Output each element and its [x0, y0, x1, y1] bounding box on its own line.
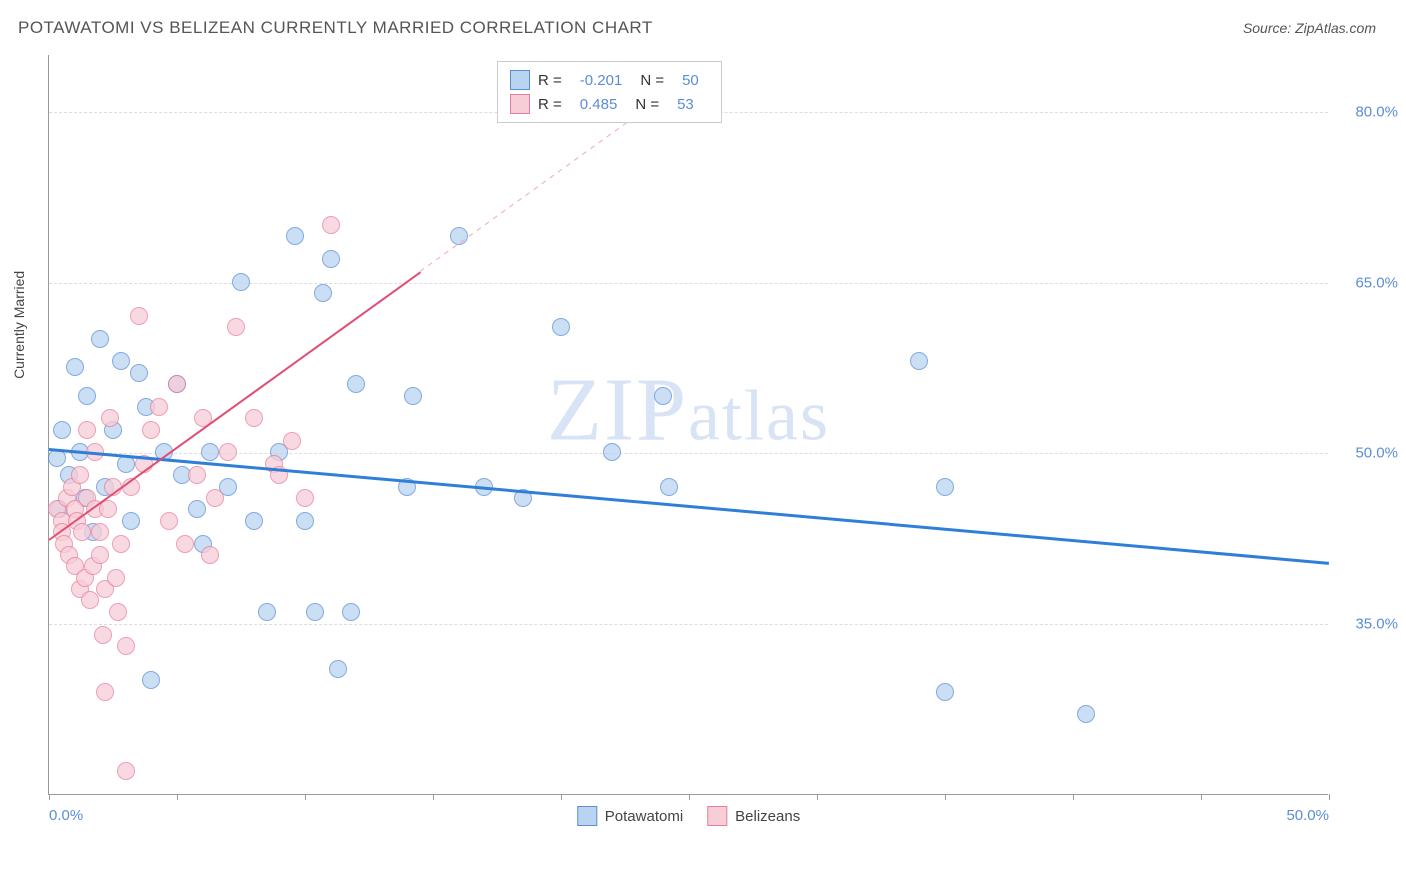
data-point: [142, 671, 160, 689]
data-point: [107, 569, 125, 587]
x-tick: [433, 794, 434, 800]
y-tick-label: 50.0%: [1355, 445, 1398, 462]
data-point: [322, 250, 340, 268]
data-point: [109, 603, 127, 621]
data-point: [603, 443, 621, 461]
data-point: [66, 358, 84, 376]
data-point: [201, 546, 219, 564]
data-point: [112, 352, 130, 370]
data-point: [201, 443, 219, 461]
data-point: [71, 466, 89, 484]
legend-label: Belizeans: [735, 808, 800, 825]
data-point: [654, 387, 672, 405]
legend-row: R =0.485N =53: [510, 92, 709, 116]
x-tick: [49, 794, 50, 800]
chart-title: POTAWATOMI VS BELIZEAN CURRENTLY MARRIED…: [18, 18, 653, 38]
data-point: [96, 683, 114, 701]
x-tick: [305, 794, 306, 800]
data-point: [130, 364, 148, 382]
x-tick-label: 0.0%: [49, 807, 83, 824]
data-point: [329, 660, 347, 678]
data-point: [122, 512, 140, 530]
data-point: [176, 535, 194, 553]
y-tick-label: 80.0%: [1355, 103, 1398, 120]
legend-row: R =-0.201N =50: [510, 68, 709, 92]
data-point: [322, 216, 340, 234]
data-point: [112, 535, 130, 553]
data-point: [160, 512, 178, 530]
legend-swatch: [707, 806, 727, 826]
chart-container: ZIPatlas Currently Married 35.0%50.0%65.…: [48, 55, 1328, 795]
data-point: [936, 478, 954, 496]
source-label: Source: ZipAtlas.com: [1243, 20, 1376, 36]
x-tick: [561, 794, 562, 800]
data-point: [342, 603, 360, 621]
trend-line: [49, 448, 1329, 564]
data-point: [245, 409, 263, 427]
data-point: [78, 387, 96, 405]
data-point: [117, 762, 135, 780]
legend-label: Potawatomi: [605, 808, 683, 825]
x-tick: [1329, 794, 1330, 800]
data-point: [53, 421, 71, 439]
data-point: [296, 512, 314, 530]
data-point: [73, 523, 91, 541]
y-tick-label: 65.0%: [1355, 274, 1398, 291]
x-tick: [817, 794, 818, 800]
gridline: [49, 624, 1328, 625]
data-point: [101, 409, 119, 427]
y-tick-label: 35.0%: [1355, 616, 1398, 633]
data-point: [404, 387, 422, 405]
data-point: [91, 330, 109, 348]
data-point: [232, 273, 250, 291]
data-point: [936, 683, 954, 701]
correlation-legend: R =-0.201N =50R =0.485N =53: [497, 61, 722, 123]
legend-swatch: [577, 806, 597, 826]
watermark: ZIPatlas: [547, 358, 830, 461]
gridline: [49, 453, 1328, 454]
legend-item: Potawatomi: [577, 806, 683, 826]
data-point: [91, 523, 109, 541]
data-point: [660, 478, 678, 496]
data-point: [48, 449, 66, 467]
data-point: [286, 227, 304, 245]
data-point: [552, 318, 570, 336]
data-point: [117, 637, 135, 655]
x-tick: [1073, 794, 1074, 800]
data-point: [219, 443, 237, 461]
data-point: [245, 512, 263, 530]
plot-area: ZIPatlas Currently Married 35.0%50.0%65.…: [48, 55, 1328, 795]
x-tick: [689, 794, 690, 800]
trend-line: [48, 271, 420, 540]
data-point: [94, 626, 112, 644]
x-tick: [1201, 794, 1202, 800]
data-point: [142, 421, 160, 439]
legend-swatch: [510, 94, 530, 114]
data-point: [283, 432, 301, 450]
data-point: [188, 500, 206, 518]
data-point: [227, 318, 245, 336]
data-point: [91, 546, 109, 564]
data-point: [306, 603, 324, 621]
series-legend: Potawatomi Belizeans: [577, 806, 800, 826]
x-tick: [945, 794, 946, 800]
data-point: [150, 398, 168, 416]
x-tick: [177, 794, 178, 800]
data-point: [130, 307, 148, 325]
data-point: [188, 466, 206, 484]
data-point: [296, 489, 314, 507]
legend-swatch: [510, 70, 530, 90]
x-tick-label: 50.0%: [1286, 807, 1329, 824]
data-point: [78, 421, 96, 439]
data-point: [258, 603, 276, 621]
legend-item: Belizeans: [707, 806, 800, 826]
y-axis-label: Currently Married: [11, 270, 27, 378]
data-point: [347, 375, 365, 393]
data-point: [910, 352, 928, 370]
data-point: [206, 489, 224, 507]
data-point: [81, 591, 99, 609]
data-point: [1077, 705, 1095, 723]
data-point: [168, 375, 186, 393]
data-point: [314, 284, 332, 302]
